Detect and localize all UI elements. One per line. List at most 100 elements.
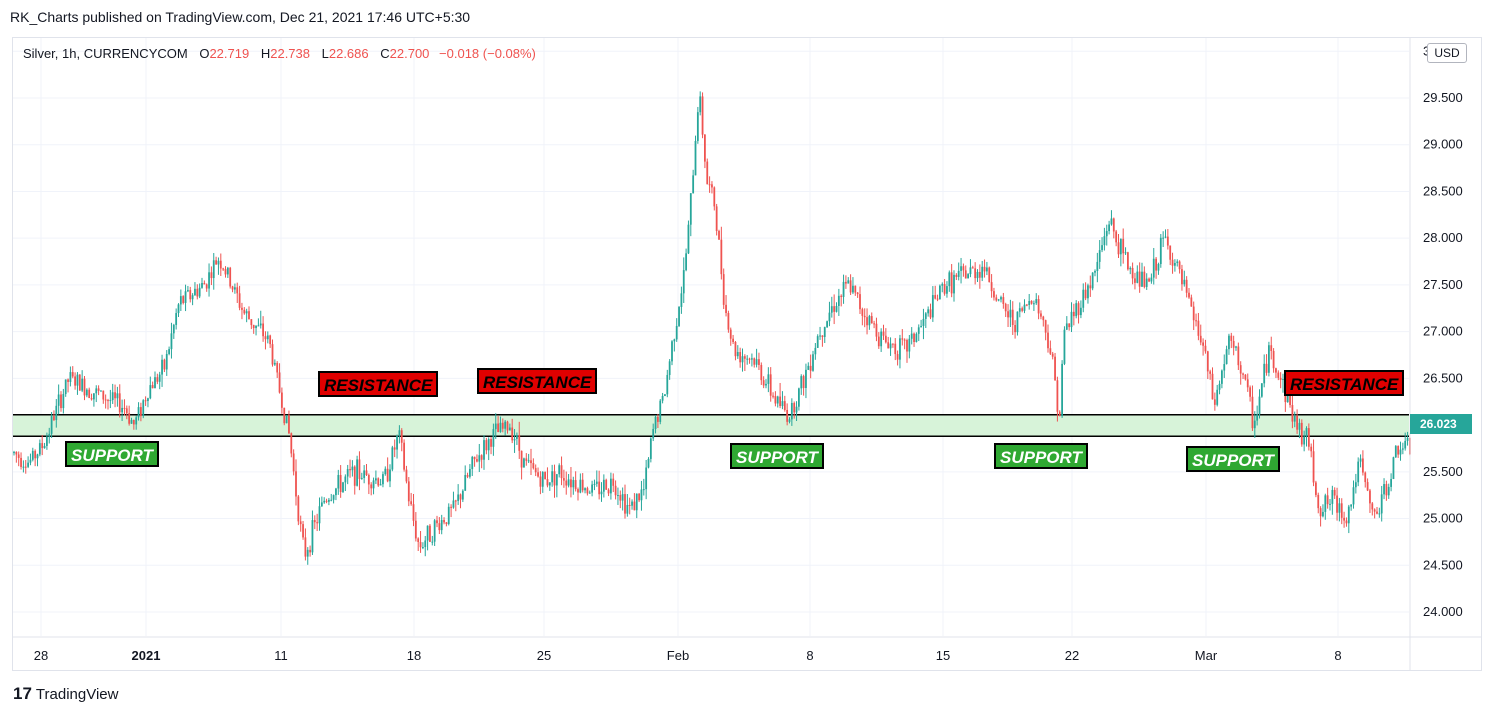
grid	[13, 38, 1409, 636]
tradingview-footer[interactable]: 17 TradingView	[13, 684, 118, 704]
candle-body	[845, 281, 847, 284]
change-value: −0.018 (−0.08%)	[439, 46, 536, 61]
candle-body	[273, 362, 276, 365]
candle-body	[1141, 271, 1143, 287]
candle-body	[504, 421, 507, 429]
candle-body	[97, 388, 100, 391]
candle-body	[628, 504, 631, 506]
candle-body	[156, 377, 159, 382]
candle-body	[1216, 389, 1219, 405]
symbol-legend[interactable]: Silver, 1h, CURRENCYCOM O22.719 H22.738 …	[23, 46, 536, 61]
candle-body	[873, 323, 875, 325]
candle-body	[523, 458, 525, 468]
candle-body	[78, 374, 81, 391]
candle-body	[715, 206, 718, 231]
time-tick-label: 15	[936, 648, 950, 663]
candle-body	[24, 466, 27, 468]
candle-body	[142, 400, 145, 416]
candle-body	[83, 378, 86, 396]
candle-body	[38, 443, 41, 455]
candle-body	[560, 465, 563, 479]
candle-body	[344, 476, 347, 483]
candle-body	[46, 436, 48, 446]
candle-body	[1387, 486, 1390, 496]
candle-body	[168, 349, 170, 355]
candle-body	[765, 383, 767, 386]
candle-body	[107, 400, 109, 402]
candle-body	[694, 140, 697, 176]
candle-body	[231, 286, 234, 290]
candle-body	[617, 495, 619, 497]
candle-body	[642, 489, 645, 491]
candle-body	[877, 336, 880, 347]
currency-badge[interactable]: USD	[1427, 43, 1467, 63]
candle-body	[859, 294, 861, 310]
candle-body	[682, 270, 685, 294]
candle-body	[751, 358, 753, 360]
candle-body	[1089, 285, 1092, 289]
candle-body	[753, 358, 756, 365]
candle-body	[941, 284, 944, 286]
candle-body	[1047, 332, 1049, 349]
candle-body	[323, 500, 326, 503]
candle-body	[746, 358, 749, 360]
candle-body	[816, 336, 819, 348]
candle-body	[563, 478, 565, 481]
candle-body	[1244, 374, 1247, 380]
candle-body	[664, 394, 666, 396]
candle-body	[1298, 422, 1301, 430]
candle-body	[1263, 363, 1266, 384]
candle-body	[689, 193, 692, 225]
candle-body	[1150, 277, 1153, 282]
candle-body	[391, 447, 394, 470]
price-tick-label: 29.500	[1423, 90, 1463, 105]
candle-body	[149, 385, 152, 399]
candle-body	[1098, 250, 1101, 262]
candle-body	[790, 403, 793, 420]
candle-body	[1296, 415, 1298, 430]
candle-body	[1007, 311, 1009, 318]
candle-body	[212, 260, 215, 279]
candle-body	[31, 450, 34, 460]
candle-body	[584, 488, 586, 491]
candle-body	[577, 489, 579, 493]
candle-body	[330, 499, 333, 501]
chart-frame[interactable]	[12, 37, 1482, 671]
candle-body	[1333, 489, 1336, 496]
candle-body	[422, 547, 424, 549]
candle-body	[208, 272, 210, 289]
candle-body	[466, 474, 469, 477]
candle-body	[607, 489, 610, 494]
candle-body	[1378, 513, 1381, 515]
candle-body	[856, 292, 859, 295]
candle-body	[974, 268, 977, 279]
candle-body	[619, 495, 622, 501]
candle-body	[367, 475, 370, 485]
candle-body	[255, 325, 257, 329]
candle-body	[177, 304, 180, 314]
candle-body	[1260, 383, 1263, 397]
candle-body	[929, 309, 932, 318]
candle-body	[1143, 271, 1146, 287]
candle-body	[1030, 300, 1033, 304]
open-label: O	[199, 46, 210, 61]
candle-body	[22, 466, 25, 468]
candle-body	[67, 379, 69, 382]
candle-body	[1103, 236, 1106, 246]
candle-body	[184, 291, 187, 303]
price-tick-label: 27.500	[1423, 277, 1463, 292]
candle-body	[1350, 504, 1353, 507]
candle-body	[624, 494, 626, 514]
candle-body	[71, 372, 74, 377]
candle-body	[13, 451, 15, 454]
candle-body	[356, 459, 358, 486]
candle-body	[429, 525, 431, 542]
candle-body	[417, 538, 420, 543]
candle-body	[612, 478, 615, 486]
candle-body	[1061, 363, 1063, 417]
candle-body	[530, 460, 532, 464]
candle-body	[866, 317, 868, 326]
candle-body	[546, 479, 549, 486]
candle-body	[692, 175, 695, 194]
